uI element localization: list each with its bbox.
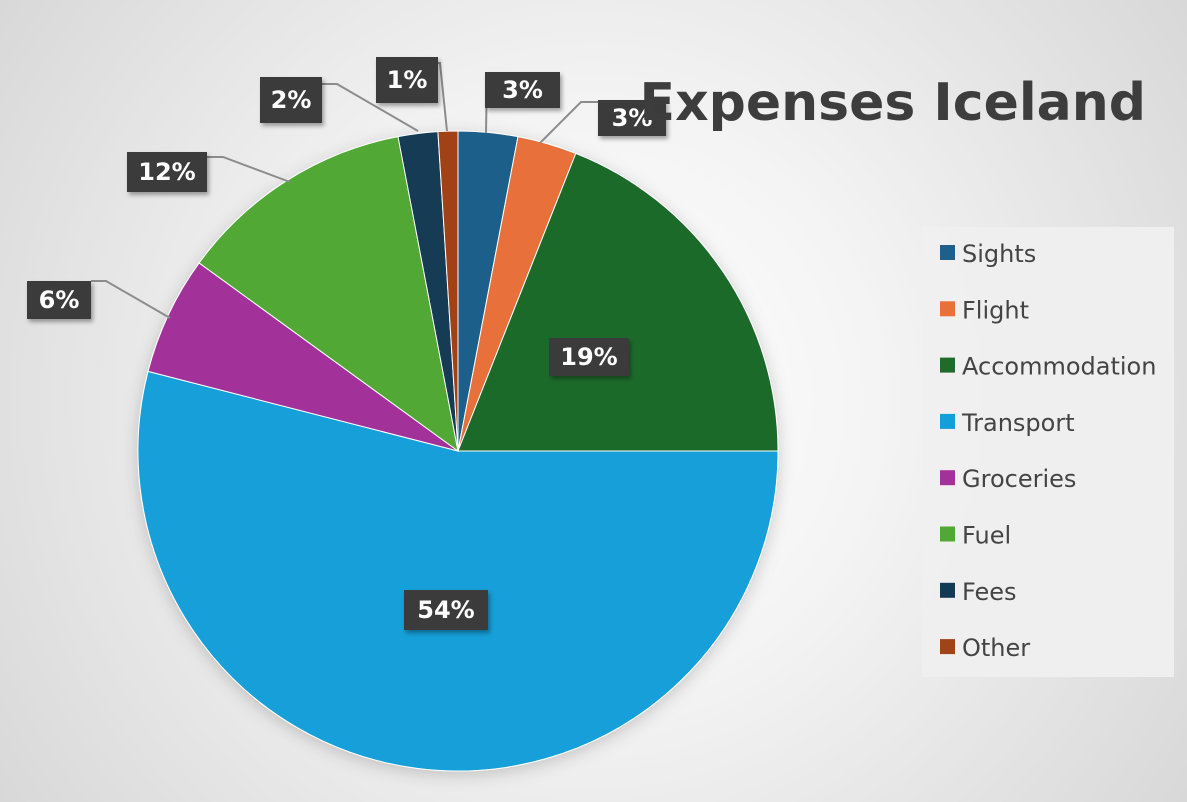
data-label-box: [598, 100, 666, 136]
legend-label: Accommodation: [962, 353, 1156, 381]
legend-label: Groceries: [962, 465, 1076, 493]
legend-item-groceries: Groceries: [940, 465, 1076, 493]
data-label-fees: 2%: [260, 77, 322, 123]
legend-swatch: [940, 470, 955, 486]
chart-title: Expenses Iceland: [640, 73, 1146, 133]
data-label-text: 12%: [138, 158, 195, 186]
pie-slice-accommodation: [457, 152, 779, 452]
legend-swatch: [940, 413, 955, 429]
data-label-accommodation: 19%: [549, 338, 629, 376]
leader-line-flight: [539, 101, 598, 144]
data-label-box: [27, 281, 91, 319]
leader-line-other: [438, 62, 448, 132]
data-label-text: 6%: [39, 286, 80, 314]
data-labels: 3% 3% 19% 54% 6% 12% 2% 1%: [27, 57, 666, 630]
data-label-flight: 3%: [598, 100, 666, 136]
data-label-other: 1%: [376, 57, 438, 103]
legend-item-flight: Flight: [940, 296, 1029, 324]
legend-swatch: [940, 582, 955, 598]
legend-label: Fuel: [962, 522, 1011, 550]
legend-swatch: [940, 357, 955, 373]
legend-label: Other: [962, 634, 1030, 662]
data-label-text: 1%: [387, 66, 428, 94]
legend-swatch: [940, 526, 955, 542]
data-label-box: [404, 590, 488, 630]
legend-item-sights: Sights: [940, 240, 1036, 268]
legend-box: [922, 227, 1174, 677]
data-label-box: [127, 152, 207, 192]
data-label-groceries: 6%: [27, 281, 91, 319]
leader-line-fees: [322, 83, 419, 132]
data-label-box: [485, 72, 560, 108]
legend-item-fuel: Fuel: [940, 522, 1011, 550]
legend-swatch: [940, 301, 955, 317]
data-label-box: [260, 77, 322, 123]
legend-item-accommodation: Accommodation: [940, 353, 1156, 381]
legend-swatch: [940, 639, 955, 655]
data-label-transport: 54%: [404, 590, 488, 630]
pie-slices: [137, 130, 779, 772]
pie-slice-other: [437, 130, 459, 452]
legend-label: Transport: [961, 409, 1075, 437]
data-label-box: [376, 57, 438, 103]
pie-slice-groceries: [147, 262, 459, 452]
legend-item-fees: Fees: [940, 578, 1017, 606]
leader-line-groceries: [91, 280, 171, 319]
data-label-text: 54%: [417, 596, 474, 624]
legend-label: Flight: [962, 296, 1029, 324]
legend-label: Sights: [962, 240, 1036, 268]
legend: Sights Flight Accommodation Transport Grocer…: [922, 227, 1174, 677]
legend-item-other: Other: [940, 634, 1030, 662]
data-label-fuel: 12%: [127, 152, 207, 192]
data-label-sights: 3%: [485, 72, 560, 108]
legend-item-transport: Transport: [940, 409, 1075, 437]
data-label-text: 19%: [560, 343, 617, 371]
legend-label: Fees: [962, 578, 1017, 606]
data-label-box: [549, 338, 629, 376]
pie-slice-transport: [137, 370, 779, 772]
data-label-text: 3%: [612, 104, 653, 132]
data-label-text: 2%: [271, 86, 312, 114]
data-label-text: 3%: [502, 76, 543, 104]
leader-line-fuel: [207, 156, 291, 183]
legend-swatch: [940, 245, 955, 260]
